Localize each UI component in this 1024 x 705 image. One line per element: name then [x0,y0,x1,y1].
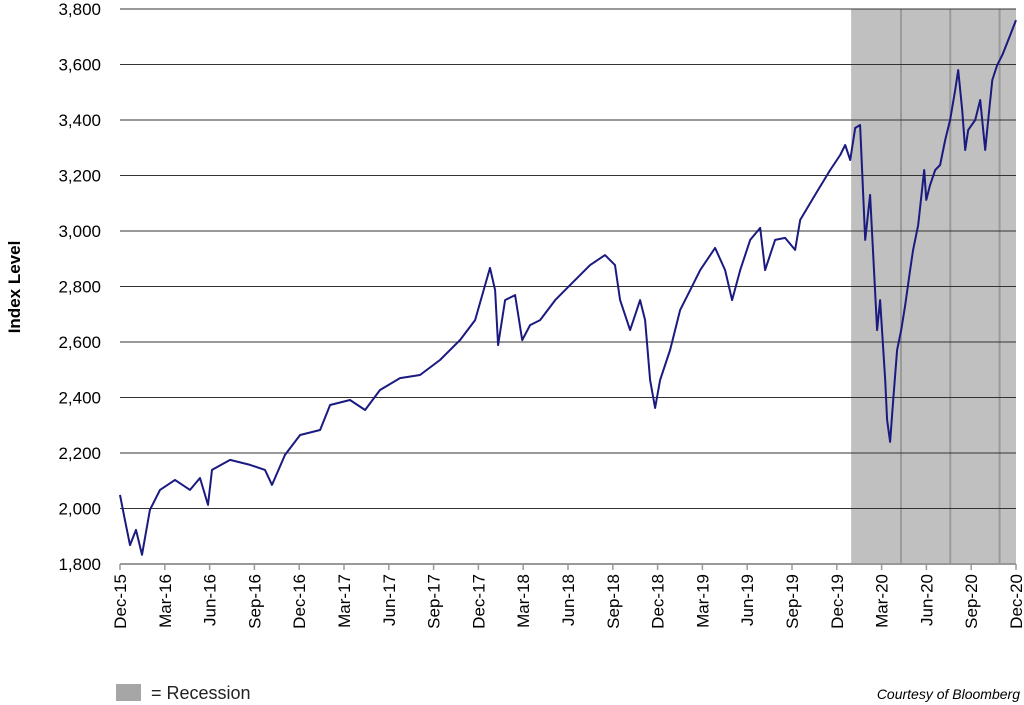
x-tick-label: Sep-16 [245,574,264,629]
x-tick-label: Sep-20 [962,574,981,629]
y-tick-label: 2,400 [58,389,101,408]
x-tick-label: Dec-20 [1007,574,1024,629]
index-level-series-line [119,19,1017,556]
y-tick-label: 1,800 [58,555,101,574]
x-tick-label: Sep-17 [425,574,444,629]
y-tick-label: 2,200 [58,444,101,463]
x-tick-label: Jun-17 [380,574,399,626]
legend-recession-label: = Recession [151,683,251,703]
x-axis-ticks: Dec-15 Mar-16 Jun-16 Sep-16 Dec-16 Mar-17 Jun-… [111,564,1024,629]
y-tick-label: 2,600 [58,333,101,352]
y-tick-label: 2,000 [58,500,101,519]
x-tick-label: Mar-19 [693,574,712,628]
x-tick-label: Dec-17 [469,574,488,629]
x-tick-label: Jun-18 [559,574,578,626]
legend-recession-swatch [116,684,141,701]
y-tick-label: 3,800 [58,0,101,19]
x-tick-label: Dec-19 [828,574,847,629]
y-axis-ticks: 1,800 2,000 2,200 2,400 2,600 2,800 3,000 3,200… [58,0,101,574]
x-tick-label: Jun-16 [201,574,220,626]
source-credit: Courtesy of Bloomberg [877,686,1020,702]
y-tick-label: 3,400 [58,111,101,130]
x-tick-label: Dec-18 [649,574,668,629]
y-tick-label: 3,600 [58,56,101,75]
x-tick-label: Mar-16 [156,574,175,628]
x-tick-label: Mar-20 [873,574,892,628]
x-tick-label: Jun-19 [738,574,757,626]
x-tick-label: Sep-19 [783,574,802,629]
y-axis-title: Index Level [5,241,24,334]
y-tick-label: 3,200 [58,167,101,186]
x-tick-label: Mar-18 [514,574,533,628]
y-tick-label: 2,800 [58,278,101,297]
x-tick-label: Dec-16 [290,574,309,629]
x-tick-label: Sep-18 [604,574,623,629]
x-tick-label: Mar-17 [335,574,354,628]
x-tick-label: Dec-15 [111,574,130,629]
y-tick-label: 3,000 [58,222,101,241]
x-tick-label: Jun-20 [917,574,936,626]
